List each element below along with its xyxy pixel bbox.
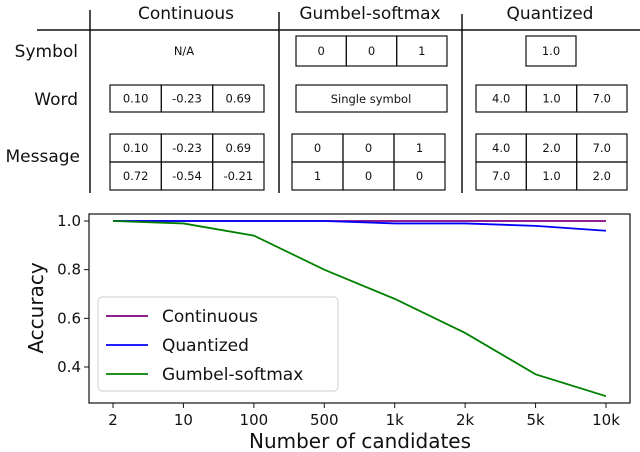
x-tick-label: 2k: [456, 411, 475, 429]
table-cell-value: 2.0: [542, 141, 560, 155]
x-tick-label: 2: [108, 411, 118, 429]
table-cell: [576, 84, 628, 113]
table-cell-value: 0.69: [226, 141, 252, 155]
quantized-symbol-vector: 1.0: [525, 35, 577, 67]
legend-label: Quantized: [162, 336, 249, 356]
row-label-message: Message: [5, 147, 80, 167]
table-cell: [396, 35, 448, 67]
gumbel-word-text: Single symbol: [331, 92, 412, 106]
continuous-symbol-na: N/A: [174, 44, 194, 58]
table-cell-value: 0: [365, 141, 372, 155]
continuous-message-matrix: 0.10 -0.23 0.69 0.72 -0.54 -0.21: [109, 133, 265, 191]
x-tick-label: 10: [174, 411, 193, 429]
table-cell-value: 1.0: [542, 92, 560, 106]
table-cell-value: -0.23: [172, 92, 202, 106]
series-line-gumbel-softmax: [112, 220, 607, 398]
y-axis-label: Accuracy: [24, 262, 48, 353]
y-tick-label: 0.6: [57, 309, 81, 327]
table-cell-value: 1: [314, 169, 321, 183]
series-line-quantized: [113, 220, 607, 232]
table-cell: [525, 35, 577, 67]
table-cell-value: 0: [318, 44, 325, 58]
table-cell-value: 0: [416, 169, 423, 183]
gumbel-message-matrix: 0 0 1 1 0 0: [291, 133, 446, 191]
table-cell-value: 0.72: [123, 169, 149, 183]
x-tick-label: 5k: [526, 411, 545, 429]
plot-area: [88, 213, 631, 404]
table-cell-value: 1: [416, 141, 423, 155]
table-cell: [576, 161, 628, 191]
table-cell-value: -0.54: [172, 169, 202, 183]
legend-box: [97, 296, 339, 392]
table-cell-value: 4.0: [492, 92, 510, 106]
accuracy-chart: 2 10 100 500 1k 2k 5k 10k 0.4 0.6 0.8 1.0 Number of…: [24, 212, 631, 452]
table-cell: [212, 161, 265, 191]
table-cell-value: 0: [365, 169, 372, 183]
x-tick-label: 100: [240, 411, 269, 429]
legend-label: Continuous: [162, 307, 258, 327]
y-tick-label: 0.4: [57, 358, 81, 376]
y-tick-label: 1.0: [57, 212, 81, 230]
column-header-continuous: Continuous: [138, 4, 234, 24]
legend-label: Gumbel-softmax: [162, 365, 303, 385]
x-tick-label: 10k: [592, 411, 620, 429]
table-cell: [393, 161, 446, 191]
table-cell-value: 0.10: [123, 92, 149, 106]
table-cell: [212, 84, 265, 113]
table-cell-value: 7.0: [593, 92, 611, 106]
table-cell-value: 0.10: [123, 141, 149, 155]
table-cell-value: 7.0: [593, 141, 611, 155]
continuous-word-vector: 0.10 -0.23 0.69: [109, 84, 265, 113]
column-header-gumbel: Gumbel-softmax: [299, 4, 440, 24]
table-cell-value: -0.23: [172, 141, 202, 155]
row-label-word: Word: [34, 90, 78, 110]
table-cell-value: 1: [418, 44, 425, 58]
legend: Continuous Quantized Gumbel-softmax: [97, 296, 339, 392]
x-tick-label: 500: [310, 411, 339, 429]
x-tick-label: 1k: [386, 411, 405, 429]
row-label-symbol: Symbol: [15, 42, 78, 62]
gumbel-word-box: [295, 84, 448, 113]
gumbel-symbol-vector: 0 0 1: [295, 35, 448, 67]
table-cell-value: 0: [368, 44, 375, 58]
y-tick-label: 0.8: [57, 261, 81, 279]
table-cell-value: 1.0: [542, 169, 560, 183]
quantized-word-vector: 4.0 1.0 7.0: [475, 84, 628, 113]
quantized-message-matrix: 4.0 2.0 7.0 7.0 1.0 2.0: [475, 133, 628, 191]
column-header-quantized: Quantized: [507, 4, 594, 24]
table-cell-value: 0.69: [226, 92, 252, 106]
table-cell-value: -0.21: [223, 169, 253, 183]
table: Continuous Gumbel-softmax Quantized Symb…: [5, 4, 640, 193]
table-cell-value: 0: [314, 141, 321, 155]
table-cell-value: 4.0: [492, 141, 510, 155]
table-cell-value: 2.0: [593, 169, 611, 183]
x-axis-label: Number of candidates: [249, 429, 471, 452]
table-cell-value: 1.0: [542, 44, 560, 58]
table-cell-value: 7.0: [492, 169, 510, 183]
